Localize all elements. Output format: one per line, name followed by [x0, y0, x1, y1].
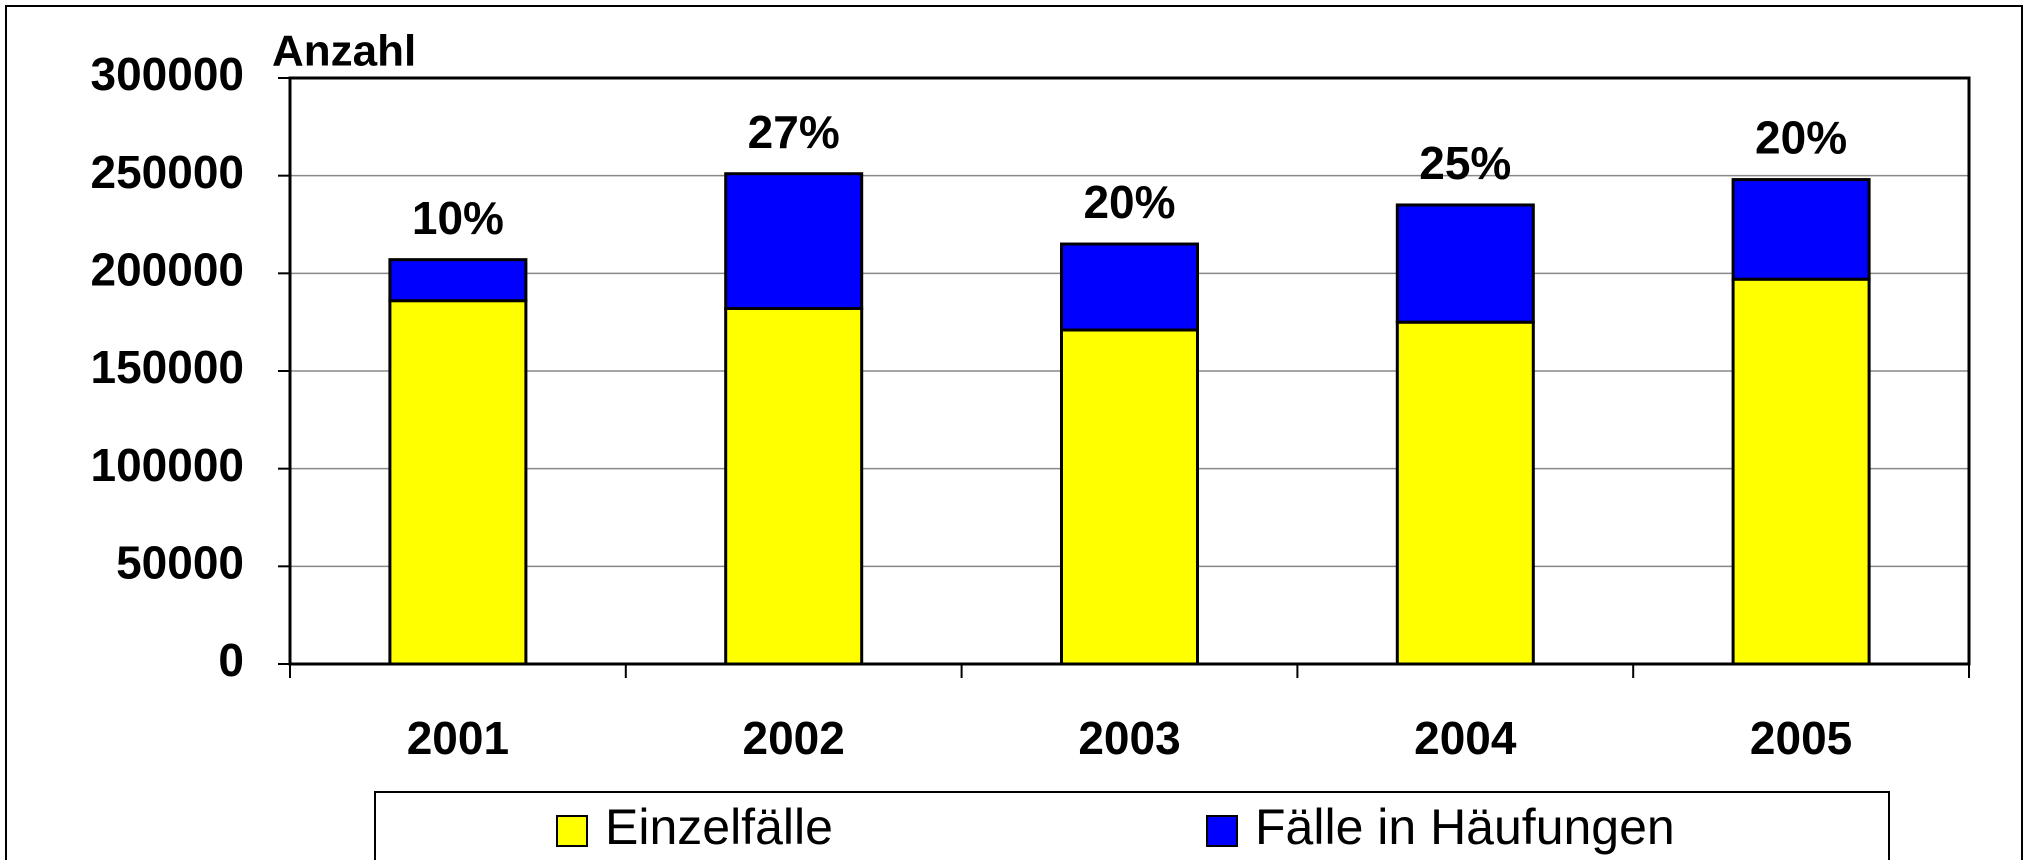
- y-tick-label: 150000: [91, 341, 245, 393]
- legend-label: Fälle in Häufungen: [1255, 799, 1675, 855]
- x-tick-label: 2005: [1750, 712, 1852, 764]
- bar-segment: [1060, 328, 1199, 666]
- bar-segment: [388, 258, 528, 303]
- bar-annotation: 10%: [412, 192, 504, 244]
- y-tick-label: 250000: [91, 146, 245, 198]
- bar-segment: [1395, 203, 1535, 324]
- bar-annotation: 25%: [1419, 137, 1511, 189]
- legend-swatch: [556, 815, 588, 847]
- legend-label: Einzelfälle: [605, 799, 833, 855]
- y-tick-label: 0: [218, 634, 244, 686]
- bar-segment: [388, 299, 528, 666]
- bar-segment: [724, 172, 864, 310]
- x-tick-label: 2004: [1414, 712, 1517, 764]
- y-tick-label: 200000: [91, 243, 245, 295]
- x-tick-label: 2003: [1078, 712, 1180, 764]
- bar-segment: [1731, 277, 1871, 666]
- y-tick-label: 50000: [116, 536, 244, 588]
- x-tick-label: 2001: [407, 712, 509, 764]
- bar-annotation: 27%: [748, 106, 840, 158]
- bar-segment: [1731, 178, 1871, 281]
- bar-annotation: 20%: [1755, 112, 1847, 164]
- legend-swatch: [1206, 815, 1238, 847]
- legend-box: [374, 791, 1890, 860]
- bar-segment: [1060, 242, 1199, 332]
- bar-annotation: 20%: [1083, 176, 1175, 228]
- x-tick-label: 2002: [743, 712, 845, 764]
- y-axis-label: Anzahl: [272, 27, 416, 76]
- bar-segment: [1395, 320, 1535, 666]
- chart-frame: [5, 5, 2023, 860]
- y-tick-label: 300000: [91, 48, 245, 100]
- bar-segment: [724, 306, 864, 666]
- y-tick-label: 100000: [91, 439, 245, 491]
